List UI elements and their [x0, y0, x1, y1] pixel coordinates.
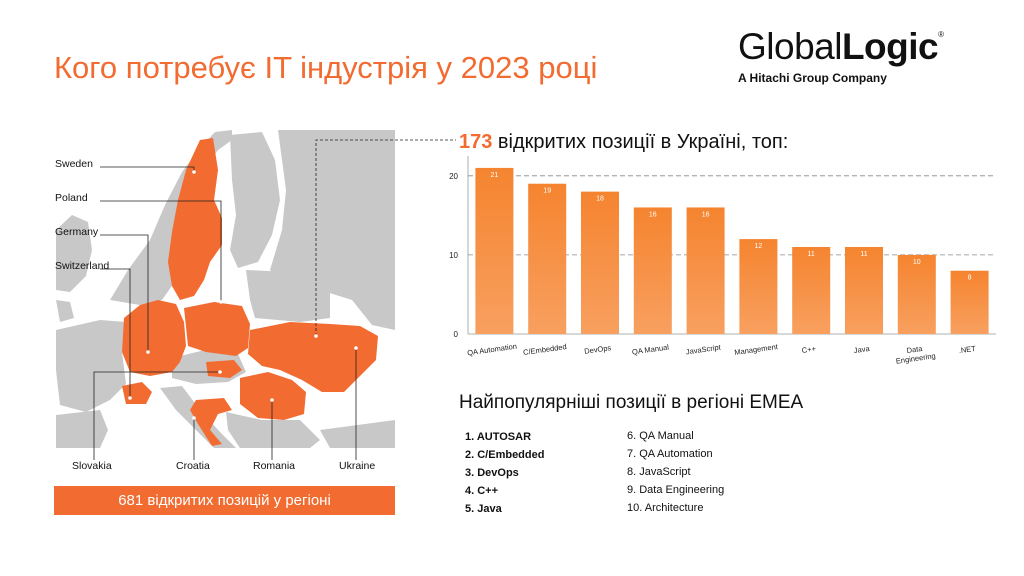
- list-item: 9. Data Engineering: [627, 484, 725, 496]
- map-connectors: [93, 139, 456, 460]
- data-label: 16: [702, 211, 710, 218]
- bar: [792, 247, 831, 334]
- x-tick-label: Java: [853, 344, 871, 355]
- data-label: 12: [755, 243, 763, 250]
- y-tick-label: 0: [454, 330, 459, 339]
- list-item: 8. JavaScript: [627, 466, 691, 478]
- map-label-slovakia: Slovakia: [72, 460, 112, 472]
- land-highlighted: [122, 138, 378, 446]
- emea-list-right: 6. QA Manual 7. QA Automation 8. JavaScr…: [627, 427, 724, 517]
- map-label-germany: Germany: [55, 226, 99, 238]
- chart-labels: 0 10 20 21 QA Automation 19 C/Embedded 18 DevOps…: [449, 172, 977, 366]
- chart-bars: [475, 167, 989, 334]
- logo-wordmark: GlobalLogic®: [738, 26, 944, 67]
- ukraine-count: 173: [459, 131, 493, 153]
- list-item: 6. QA Manual: [627, 430, 694, 442]
- sweden-shape: [168, 138, 222, 300]
- data-label: 11: [860, 251, 867, 258]
- logo-subtitle: A Hitachi Group Company: [738, 71, 887, 85]
- bar: [897, 254, 936, 334]
- bar: [844, 247, 884, 334]
- region-total-banner: 681 відкритих позицій у регіоні: [54, 486, 395, 515]
- ukraine-heading: 173 відкритих позиції в Україні, топ:: [459, 131, 788, 154]
- y-tick-label: 10: [449, 251, 458, 260]
- poland-shape: [184, 302, 250, 356]
- bar: [950, 270, 989, 334]
- bar: [580, 191, 620, 334]
- list-item: 3. DevOps: [465, 467, 519, 479]
- x-tick-label: QA Automation: [467, 342, 518, 358]
- data-label: 11: [808, 251, 815, 258]
- page-title: Кого потребує IT індустрія у 2023 році: [54, 50, 598, 85]
- list-item: 4. C++: [465, 485, 499, 497]
- x-tick-label: DevOps: [584, 343, 612, 356]
- romania-shape: [240, 372, 306, 420]
- data-label: 18: [596, 196, 604, 203]
- data-label: 19: [543, 188, 551, 195]
- x-tick-label: JavaScript: [685, 343, 722, 357]
- list-item: 2. C/Embedded: [465, 449, 545, 461]
- bar: [633, 207, 672, 334]
- ukraine-heading-text: відкритих позиції в Україні, топ:: [492, 131, 789, 153]
- y-tick-label: 20: [449, 172, 458, 181]
- ukraine-shape: [248, 322, 378, 392]
- map-label-poland: Poland: [55, 192, 88, 204]
- bar: [528, 183, 567, 334]
- x-tick-label: C++: [801, 344, 817, 355]
- map-label-sweden: Sweden: [55, 158, 93, 170]
- x-tick-label: DataEngineering: [894, 342, 936, 365]
- x-tick-label: C/Embedded: [523, 342, 568, 357]
- map-label-croatia: Croatia: [176, 460, 210, 472]
- emea-heading: Найпопулярніші позиції в регіоні EMEA: [459, 392, 804, 413]
- x-tick-label: .NET: [958, 344, 977, 355]
- map-dots: [128, 170, 358, 420]
- list-item: 5. Java: [465, 503, 502, 515]
- data-label: 21: [491, 172, 499, 179]
- emea-list-left: 1. AUTOSAR 2. C/Embedded 3. DevOps 4. C+…: [465, 428, 544, 518]
- land-gray: [56, 130, 395, 448]
- germany-shape: [122, 300, 186, 376]
- x-tick-label: QA Manual: [631, 342, 669, 356]
- croatia-shape: [190, 398, 232, 446]
- slovakia-shape: [206, 360, 242, 378]
- globallogic-logo: GlobalLogic® A Hitachi Group Company: [738, 28, 944, 85]
- list-item: 7. QA Automation: [627, 448, 713, 460]
- data-label: 16: [649, 211, 657, 218]
- bar: [739, 239, 778, 334]
- map-label-switzerland: Switzerland: [55, 260, 110, 272]
- data-label: 10: [913, 259, 921, 266]
- bar: [475, 167, 514, 334]
- list-item: 10. Architecture: [627, 502, 704, 514]
- x-tick-label: Management: [734, 342, 780, 357]
- bar: [686, 207, 725, 334]
- map-label-romania: Romania: [253, 460, 296, 472]
- list-item: 1. AUTOSAR: [465, 431, 532, 443]
- map-label-ukraine: Ukraine: [339, 460, 376, 472]
- data-label: 8: [968, 275, 972, 282]
